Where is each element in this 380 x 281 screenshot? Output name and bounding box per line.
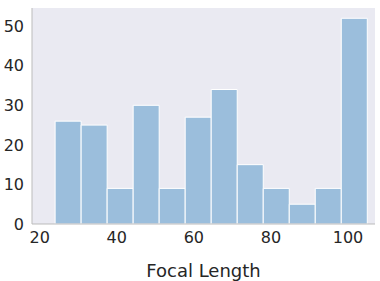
svg-text:40: 40 [107, 228, 127, 247]
svg-text:40: 40 [8, 56, 24, 75]
svg-text:60: 60 [184, 228, 204, 247]
svg-text:10: 10 [8, 175, 24, 194]
svg-text:30: 30 [8, 96, 24, 115]
svg-text:20: 20 [30, 228, 50, 247]
svg-text:100: 100 [333, 228, 364, 247]
svg-text:0: 0 [14, 215, 24, 234]
svg-text:50: 50 [8, 17, 24, 36]
svg-text:20: 20 [8, 136, 24, 155]
svg-text:80: 80 [261, 228, 281, 247]
svg-text:Focal Length: Focal Length [146, 260, 260, 281]
